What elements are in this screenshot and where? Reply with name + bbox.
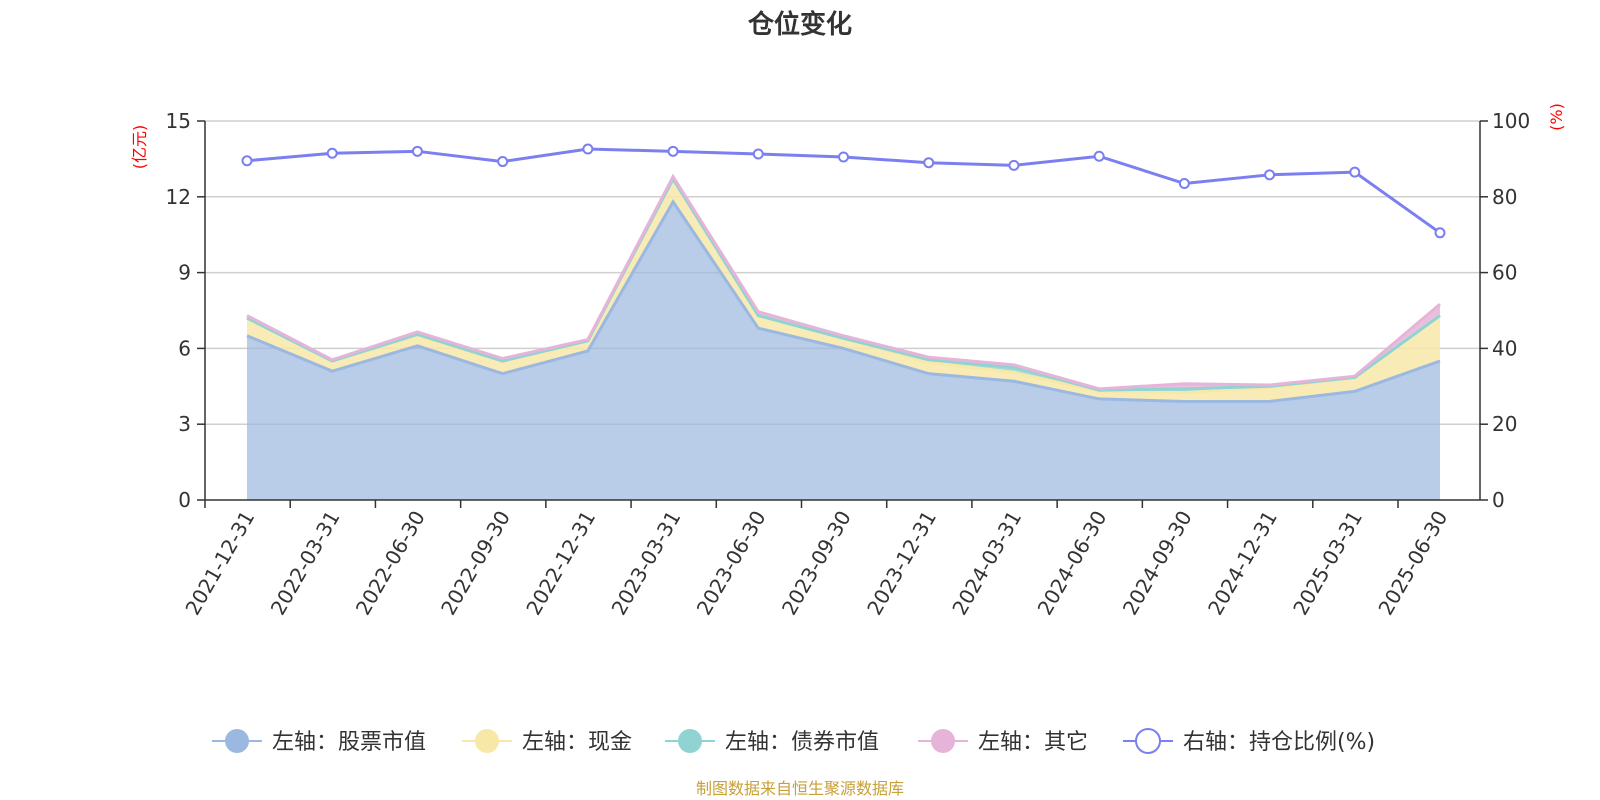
ratio-point: [752, 148, 764, 160]
legend[interactable]: 左轴：股票市值 左轴：现金 左轴：债券市值 左轴：其它 右轴：持仓比例(%): [212, 728, 1375, 755]
ratio-point: [667, 145, 679, 157]
right-tick-label: 40: [1492, 336, 1517, 360]
legend-label: 左轴：债券市值: [725, 730, 879, 755]
x-category-label: 2025-06-30: [1373, 507, 1452, 620]
x-category-label: 2022-03-31: [266, 507, 345, 620]
right-axis-unit: (%): [1547, 103, 1566, 131]
left-tick-label: 9: [178, 261, 191, 285]
x-category-label: 2024-12-31: [1203, 507, 1282, 620]
right-tick-label: 100: [1492, 109, 1530, 133]
legend-marker: [678, 729, 702, 753]
right-tick-label: 80: [1492, 185, 1517, 209]
source-note: 制图数据来自恒生聚源数据库: [696, 779, 904, 798]
x-category-label: 2024-06-30: [1033, 507, 1112, 620]
x-category-label: 2022-12-31: [521, 507, 600, 620]
stacked-areas: [246, 173, 1441, 500]
x-category-label: 2023-03-31: [606, 507, 685, 620]
ratio-point: [923, 157, 935, 169]
left-tick-label: 0: [178, 488, 191, 512]
x-category-label: 2024-09-30: [1118, 507, 1197, 620]
left-tick-label: 15: [166, 109, 191, 133]
left-tick-label: 3: [178, 412, 191, 436]
legend-marker: [931, 729, 955, 753]
ratio-point: [1008, 159, 1020, 171]
x-category-label: 2022-09-30: [436, 507, 515, 620]
area-edge-1: [246, 199, 1441, 403]
x-category-label: 2021-12-31: [180, 507, 259, 620]
right-tick-label: 60: [1492, 261, 1517, 285]
ratio-point: [1178, 178, 1190, 190]
ratio-point: [838, 151, 849, 163]
right-tick-label: 20: [1492, 412, 1517, 436]
legend-label: 右轴：持仓比例(%): [1183, 730, 1375, 755]
area-edge-3: [246, 176, 1441, 392]
chart-title: 仓位变化: [747, 9, 852, 40]
ratio-point: [326, 147, 338, 159]
ratio-point: [1264, 169, 1276, 181]
legend-item[interactable]: 左轴：现金: [462, 729, 632, 755]
ratio-line: [241, 143, 1446, 239]
ratio-point: [1434, 227, 1446, 239]
x-category-label: 2024-03-31: [947, 507, 1026, 620]
legend-marker: [1135, 728, 1161, 754]
ratio-point: [411, 145, 423, 157]
left-tick-label: 12: [166, 185, 191, 209]
legend-label: 左轴：现金: [522, 730, 632, 755]
area-edge-4: [246, 173, 1441, 391]
x-category-label: 2022-06-30: [351, 507, 430, 620]
legend-item[interactable]: 左轴：其它: [918, 729, 1088, 755]
x-category-label: 2023-06-30: [692, 507, 771, 620]
right-tick-label: 0: [1492, 488, 1505, 512]
legend-label: 左轴：其它: [978, 730, 1088, 755]
legend-item[interactable]: 左轴：债券市值: [665, 729, 879, 755]
ratio-point: [1349, 166, 1361, 178]
legend-item[interactable]: 右轴：持仓比例(%): [1123, 728, 1375, 755]
x-category-label: 2025-03-31: [1288, 507, 1367, 620]
left-axis-unit: (亿元): [130, 125, 149, 170]
legend-label: 左轴：股票市值: [272, 730, 426, 755]
area-1: [247, 201, 1440, 500]
x-category-label: 2023-12-31: [862, 507, 941, 620]
x-category-label: 2023-09-30: [777, 507, 856, 620]
ratio-point: [497, 156, 509, 168]
ratio-point: [1093, 150, 1105, 162]
legend-marker: [225, 729, 249, 753]
ratio-point: [582, 143, 594, 155]
legend-item[interactable]: 左轴：股票市值: [212, 729, 426, 755]
left-tick-label: 6: [178, 336, 191, 360]
legend-marker: [475, 729, 499, 753]
ratio-point: [241, 155, 253, 167]
